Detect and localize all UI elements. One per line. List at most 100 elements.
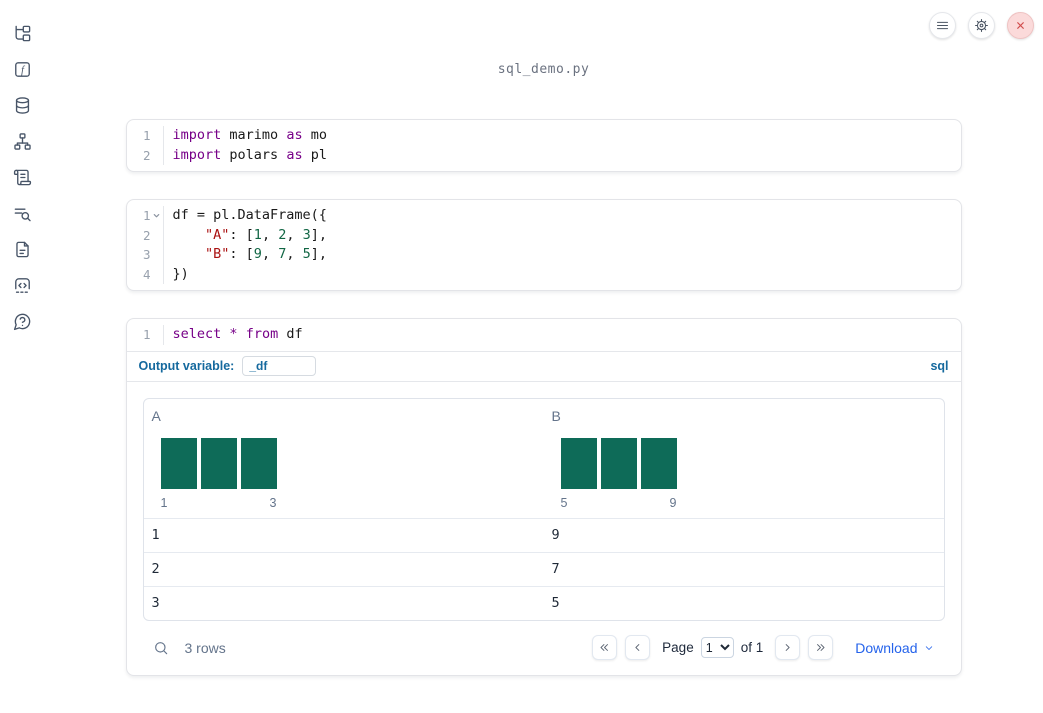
menu-button[interactable] (929, 12, 956, 39)
download-label: Download (855, 639, 918, 656)
sidebar-scratchpad-button[interactable] (10, 165, 34, 189)
sidebar-help-button[interactable] (10, 309, 34, 333)
code-cell-imports: 1 import marimo as mo 2 import polars as pl (125, 119, 962, 172)
page-label: Page (662, 640, 694, 655)
code-line[interactable]: 3 "B": [9, 7, 5], (127, 245, 961, 265)
histogram-min-label: 5 (560, 495, 568, 510)
chevron-right-icon (781, 641, 794, 654)
close-button[interactable] (1007, 12, 1034, 39)
code-line[interactable]: 4}) (127, 264, 961, 285)
snippets-icon (13, 276, 32, 295)
notebook-filename[interactable]: sql_demo.py (497, 62, 590, 77)
first-page-button[interactable] (592, 635, 618, 660)
pagination: Page 1 of 1 Download (592, 635, 934, 660)
language-badge[interactable]: sql (930, 359, 949, 373)
table-search-button[interactable] (153, 640, 169, 656)
line-number: 1 (142, 327, 151, 342)
svg-text:f: f (21, 65, 26, 76)
code-text: select * from df (162, 325, 961, 345)
sidebar-file-explorer-button[interactable] (10, 21, 34, 45)
code-text: "B": [9, 7, 5], (162, 245, 961, 265)
code-editor[interactable]: 1 import marimo as mo 2 import polars as pl (127, 120, 961, 171)
table-cell: 7 (551, 560, 560, 577)
download-button[interactable]: Download (855, 640, 934, 656)
histogram-bar (160, 437, 197, 489)
sidebar-snippets-button[interactable] (10, 273, 34, 297)
code-line[interactable]: 1 select * from df (127, 325, 961, 345)
last-page-button[interactable] (808, 635, 834, 660)
code-cell-dataframe: 1 df = pl.DataFrame({2 "A": [1, 2, 3], 3 "… (125, 199, 962, 291)
table-cell: 5 (551, 594, 560, 611)
line-number: 2 (142, 147, 151, 163)
fold-chevron-icon[interactable] (151, 206, 163, 226)
line-number: 1 (142, 128, 151, 143)
previous-page-button[interactable] (625, 635, 651, 660)
sql-options-row: Output variable: sql (126, 350, 961, 381)
window-controls (929, 12, 1034, 39)
chevron-left-icon (631, 641, 644, 654)
sidebar-datasources-button[interactable] (10, 93, 34, 117)
table-cell: 9 (551, 526, 560, 543)
line-number: 1 (142, 208, 151, 223)
notebook-area: sql_demo.py 1 import marimo as mo 2 import … (44, 0, 1043, 713)
sidebar-logs-button[interactable] (10, 201, 34, 225)
functions-icon: f (13, 60, 32, 79)
sidebar-functions-button[interactable]: f (10, 57, 34, 81)
settings-button[interactable] (968, 12, 995, 39)
file-explorer-icon (13, 24, 32, 43)
chevron-down-icon (923, 642, 935, 654)
column-name: A (151, 407, 161, 424)
code-text: import polars as pl (162, 145, 961, 165)
cells-column: 1 import marimo as mo 2 import polars as pl… (125, 119, 962, 676)
histogram-bar (240, 437, 277, 489)
sidebar-documentation-button[interactable] (10, 237, 34, 261)
fold-gutter (151, 265, 163, 285)
histogram-max-label: 3 (269, 495, 277, 510)
fold-gutter (151, 226, 163, 246)
help-icon (13, 312, 32, 331)
output-variable-label: Output variable: (138, 359, 235, 373)
code-line[interactable]: 2 import polars as pl (127, 145, 961, 165)
histogram-bar (560, 437, 597, 489)
fold-gutter (151, 325, 163, 345)
chevrons-right-icon (814, 641, 827, 654)
histogram-bar (600, 437, 637, 489)
histogram-bar (640, 437, 677, 489)
code-text: import marimo as mo (162, 126, 961, 146)
code-line[interactable]: 2 "A": [1, 2, 3], (127, 225, 961, 246)
gear-icon (974, 18, 989, 33)
table-footer: 3 rows Page 1 of 1 (143, 621, 945, 675)
table-cell: 2 (151, 560, 160, 577)
code-text: df = pl.DataFrame({ (162, 206, 961, 226)
documentation-icon (13, 240, 32, 259)
code-line[interactable]: 1 df = pl.DataFrame({ (127, 206, 961, 226)
code-editor[interactable]: 1 df = pl.DataFrame({2 "A": [1, 2, 3], 3 "… (127, 200, 961, 290)
page-select[interactable]: 1 (700, 637, 734, 658)
fold-gutter (151, 126, 163, 146)
menu-icon (935, 18, 950, 33)
histogram-max-label: 9 (669, 495, 677, 510)
line-number: 4 (142, 266, 151, 282)
histogram-min-label: 1 (160, 495, 168, 510)
code-line[interactable]: 1 import marimo as mo (127, 126, 961, 146)
scratchpad-icon (13, 168, 32, 187)
output-variable-input[interactable] (242, 356, 317, 376)
sql-editor[interactable]: 1 select * from df (127, 319, 961, 351)
search-icon (153, 640, 169, 656)
sidebar-dependencies-button[interactable] (10, 129, 34, 153)
sidebar: f (0, 0, 44, 713)
next-page-button[interactable] (775, 635, 801, 660)
logs-icon (13, 204, 32, 223)
table-cell: 1 (151, 526, 160, 543)
